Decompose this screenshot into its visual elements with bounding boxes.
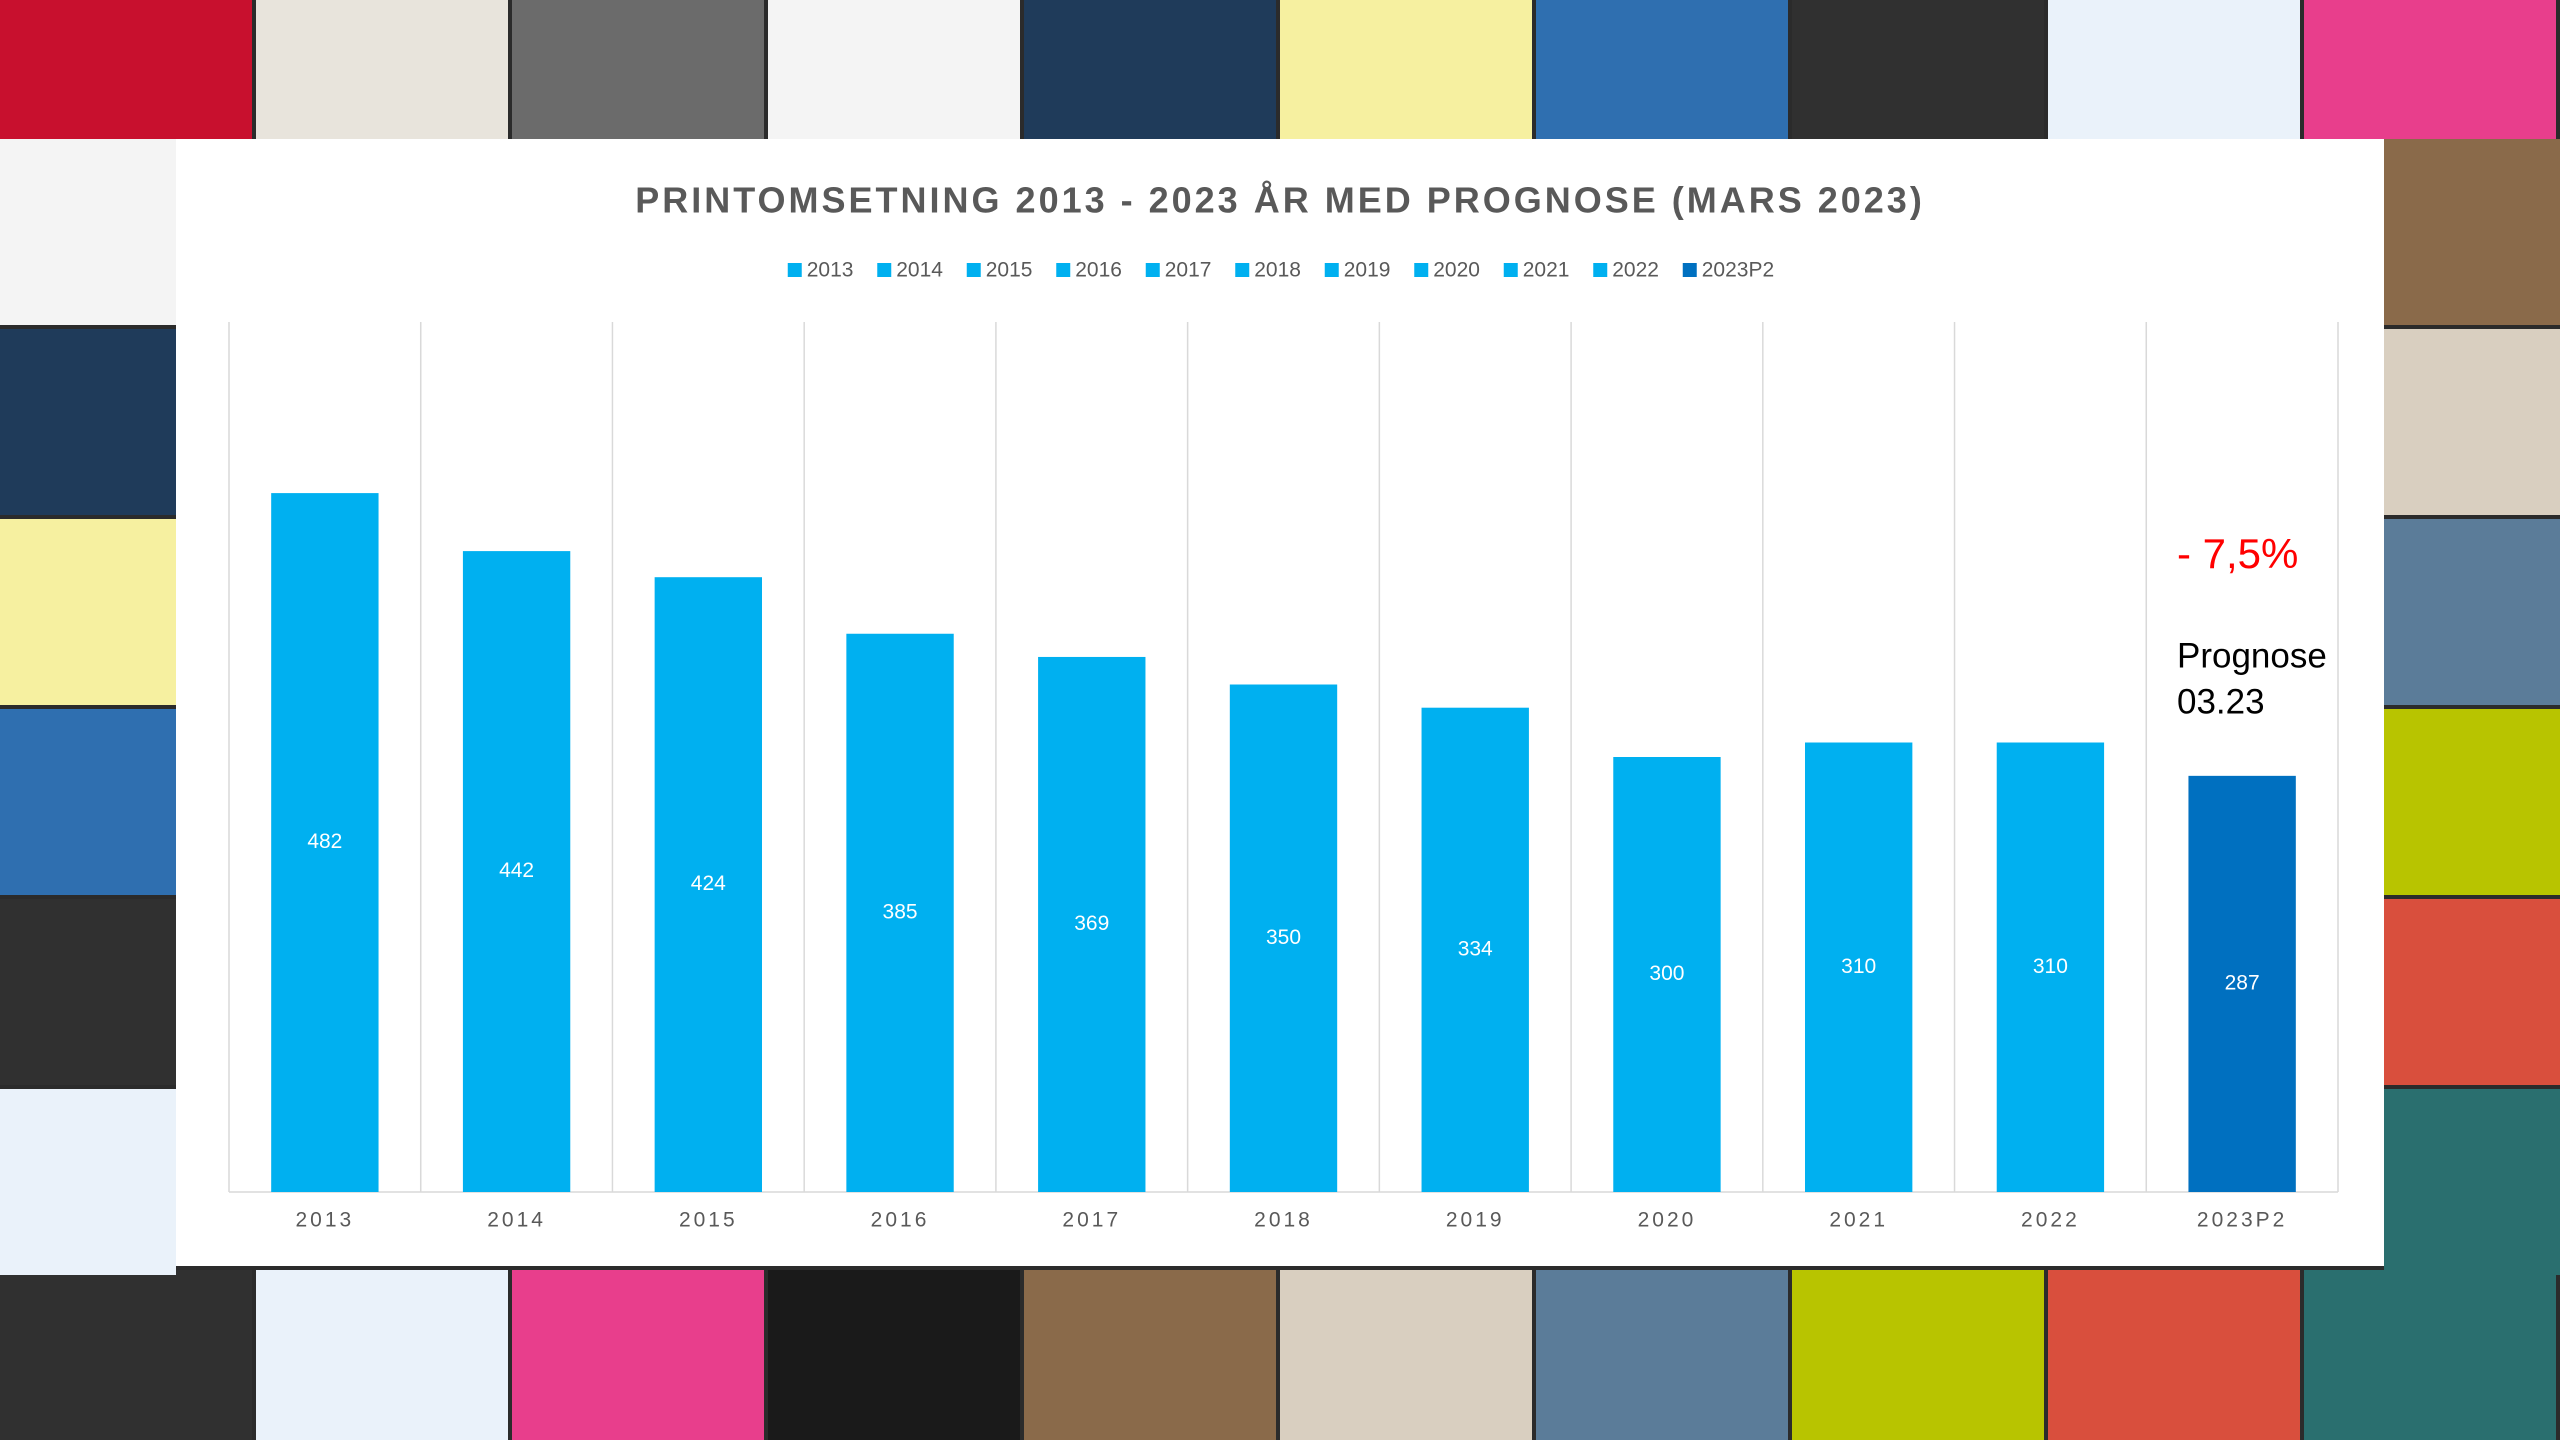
legend-label: 2016 [1075,259,1122,282]
data-label: 424 [691,872,726,895]
cover [2384,1089,2560,1275]
x-tick-label: 2013 [296,1209,355,1232]
x-tick-label: 2017 [1062,1209,1121,1232]
cover [1536,0,1788,139]
cover [0,709,176,895]
data-label: 287 [2225,971,2260,994]
data-label: 369 [1074,912,1109,935]
legend-label: 2019 [1344,259,1391,282]
cover [2384,899,2560,1085]
data-label: 310 [1841,955,1876,978]
chart-title: PRINTOMSETNING 2013 - 2023 ÅR MED PROGNO… [635,180,1925,221]
cover [0,519,176,705]
data-label: 385 [883,900,918,923]
cover [2384,139,2560,325]
legend-label: 2013 [807,259,854,282]
cover [768,0,1020,139]
cover [0,1270,252,1440]
legend-swatch [967,263,981,277]
legend-swatch [877,263,891,277]
cover [256,1270,508,1440]
legend-swatch [1146,263,1160,277]
data-label: 310 [2033,955,2068,978]
cover [0,329,176,515]
legend-swatch [1683,263,1697,277]
annotation: Prognose [2177,636,2327,675]
data-label: 442 [499,859,534,882]
cover [2384,519,2560,705]
data-label: 482 [307,830,342,853]
data-label: 334 [1458,937,1493,960]
cover [2304,1270,2556,1440]
cover [1280,1270,1532,1440]
legend-swatch [1593,263,1607,277]
x-tick-label: 2020 [1638,1209,1697,1232]
cover [1536,1270,1788,1440]
legend-swatch [1235,263,1249,277]
x-tick-label: 2014 [487,1209,546,1232]
data-label: 350 [1266,926,1301,949]
cover [512,1270,764,1440]
legend-label: 2014 [896,259,943,282]
x-tick-label: 2018 [1254,1209,1313,1232]
cover [2048,1270,2300,1440]
cover [2304,0,2556,139]
x-tick-label: 2021 [1829,1209,1888,1232]
slide: PRINTOMSETNING 2013 - 2023 ÅR MED PROGNO… [0,0,2560,1440]
cover [2384,709,2560,895]
cover [0,139,176,325]
legend-label: 2020 [1433,259,1480,282]
cover [2384,329,2560,515]
legend-label: 2017 [1165,259,1212,282]
annotation: 03.23 [2177,682,2265,721]
legend-label: 2021 [1523,259,1570,282]
annotation: - 7,5% [2177,530,2298,577]
legend-swatch [1056,263,1070,277]
cover [256,0,508,139]
x-tick-label: 2019 [1446,1209,1505,1232]
x-tick-label: 2023P2 [2197,1209,2287,1232]
cover [1024,0,1276,139]
cover [768,1270,1020,1440]
cover [1792,1270,2044,1440]
legend-label: 2015 [986,259,1033,282]
legend-label: 2018 [1254,259,1301,282]
cover [0,0,252,139]
data-label: 300 [1649,962,1684,985]
x-tick-label: 2016 [871,1209,930,1232]
legend-label: 2022 [1612,259,1659,282]
cover [1792,0,2044,139]
cover [1024,1270,1276,1440]
cover [0,1089,176,1275]
legend-swatch [788,263,802,277]
page: {"chart_data": {"type": "bar", "title": … [0,0,2560,1440]
cover [512,0,764,139]
legend-swatch [1504,263,1518,277]
cover [2048,0,2300,139]
legend-swatch [1325,263,1339,277]
x-tick-label: 2022 [2021,1209,2080,1232]
cover [0,899,176,1085]
legend-label: 2023P2 [1702,259,1774,282]
legend-swatch [1414,263,1428,277]
x-tick-label: 2015 [679,1209,738,1232]
cover [1280,0,1532,139]
